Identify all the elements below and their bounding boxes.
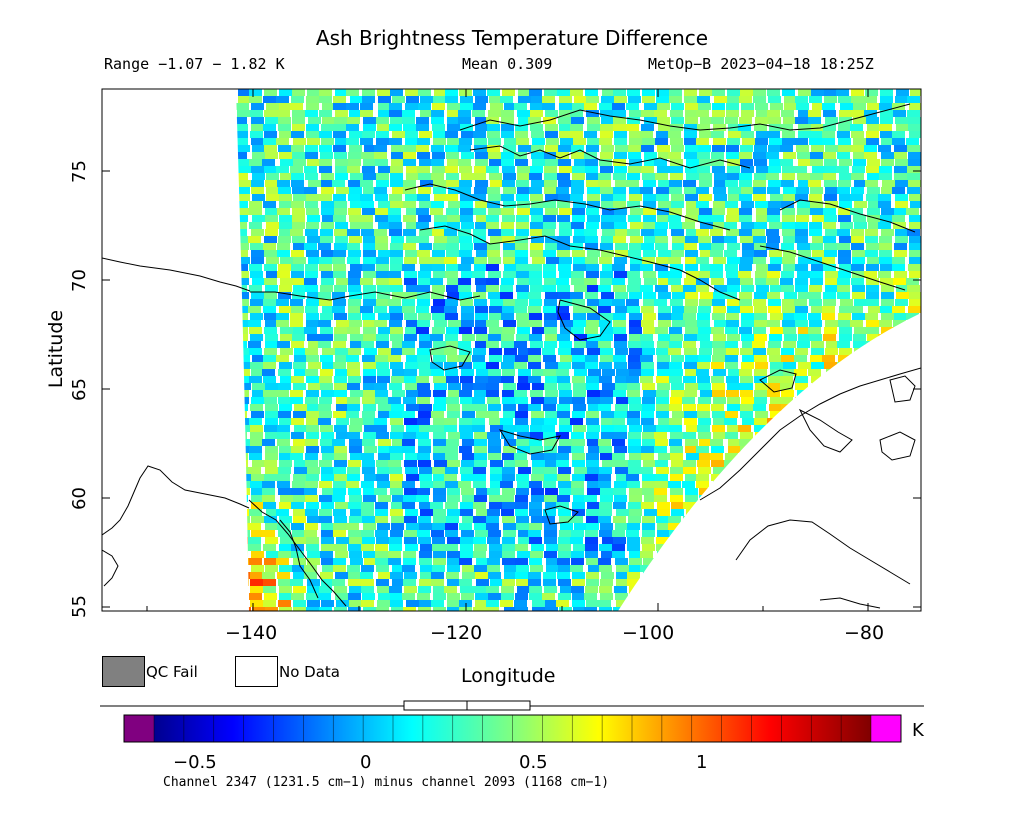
coastlines <box>102 103 921 609</box>
xtick-140: −140 <box>225 622 278 644</box>
no-data-swatch <box>235 656 278 687</box>
ytick-75: 75 <box>68 160 90 183</box>
axis-ticks <box>102 89 921 611</box>
colorbar-tick-05: 0.5 <box>519 752 548 773</box>
plot-title: Ash Brightness Temperature Difference <box>315 26 709 50</box>
swath-data <box>236 89 921 611</box>
colorbar-tick-0: 0 <box>360 752 372 773</box>
range-text: Range −1.07 − 1.82 K <box>104 55 285 73</box>
y-axis-title: Latitude <box>45 309 68 389</box>
colorbar-under <box>124 715 154 742</box>
ytick-70: 70 <box>68 269 90 292</box>
colorbar-tick-1: 1 <box>696 752 708 773</box>
colorbar-units: K <box>912 720 924 741</box>
qc-fail-label: QC Fail <box>146 663 198 681</box>
xtick-120: −120 <box>430 622 483 644</box>
colorbar-tick-neg05: −0.5 <box>173 752 217 773</box>
x-axis-title: Longitude <box>461 665 556 687</box>
colorbar-over <box>871 715 901 742</box>
mean-text: Mean 0.309 <box>462 55 553 73</box>
xtick-100: −100 <box>622 622 675 644</box>
satellite-time-text: MetOp−B 2023−04−18 18:25Z <box>648 55 874 73</box>
xtick-80: −80 <box>844 622 885 644</box>
ytick-65: 65 <box>68 378 90 401</box>
plot-frame <box>101 88 922 612</box>
ytick-60: 60 <box>68 487 90 510</box>
no-data-label: No Data <box>279 663 340 681</box>
qc-fail-swatch <box>102 656 145 687</box>
channel-description: Channel 2347 (1231.5 cm−1) minus channel… <box>163 775 610 790</box>
ytick-55: 55 <box>68 595 90 618</box>
